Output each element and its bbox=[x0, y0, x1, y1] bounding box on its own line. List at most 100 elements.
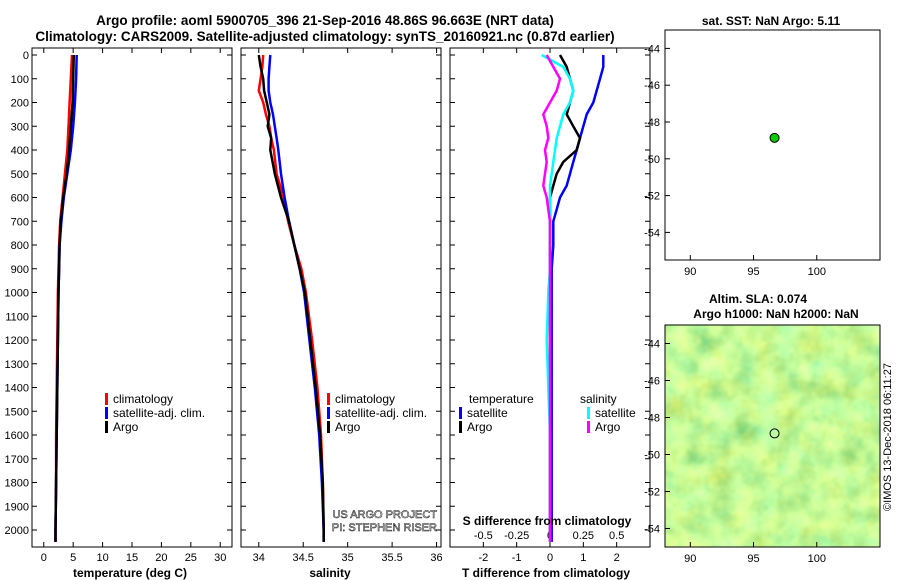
depth-tick-label: 1100 bbox=[5, 311, 29, 323]
sst-lat-label: -44 bbox=[644, 43, 660, 55]
legend-label: climatology bbox=[113, 392, 173, 406]
sla-lon-label: 100 bbox=[808, 553, 826, 565]
temperature-x-tick-label: 30 bbox=[214, 552, 226, 564]
legend-label: Argo bbox=[467, 420, 493, 434]
depth-tick-label: 400 bbox=[11, 145, 29, 157]
difference-series-temperature-argo bbox=[548, 54, 582, 542]
sla-lat-label: -48 bbox=[644, 413, 660, 425]
sla-argo-marker bbox=[769, 428, 780, 439]
sla-lat-label: -50 bbox=[644, 450, 660, 462]
difference-series-salinity-satellite bbox=[541, 53, 575, 542]
salinity-series-satellite-adj-clim- bbox=[267, 54, 325, 542]
legend-swatch-argo bbox=[327, 421, 330, 433]
salinity-x-tick-label: 34 bbox=[253, 552, 265, 564]
temperature-x-tick-label: 15 bbox=[126, 552, 138, 564]
chart-title-line1: Argo profile: aoml 5900705_396 21-Sep-20… bbox=[96, 13, 554, 28]
sst-lon-label: 95 bbox=[747, 266, 759, 278]
difference-s-x-tick-label: 0.5 bbox=[609, 530, 624, 542]
difference-t-x-tick-label: 2 bbox=[614, 552, 620, 564]
legend-label: climatology bbox=[335, 392, 395, 406]
sla-map-frame bbox=[664, 324, 881, 548]
salinity-x-tick-label: 35.5 bbox=[381, 552, 402, 564]
depth-tick-label: 100 bbox=[11, 74, 29, 86]
depth-tick-label: 2000 bbox=[5, 525, 29, 537]
legend-swatch-satellite bbox=[327, 407, 330, 419]
temperature-series-argo bbox=[54, 54, 76, 542]
temperature-panel-frame bbox=[31, 47, 233, 548]
difference-series-temperature-satellite bbox=[550, 55, 605, 542]
sla-lat-label: -54 bbox=[644, 524, 660, 536]
legend-swatch-s-argo bbox=[587, 421, 590, 433]
salinity-x-tick-label: 34.5 bbox=[293, 552, 314, 564]
depth-tick-label: 300 bbox=[11, 121, 29, 133]
depth-tick-label: 1700 bbox=[5, 454, 29, 466]
temperature-x-tick-label: 25 bbox=[185, 552, 197, 564]
difference-t-x-tick-label: 1 bbox=[580, 552, 586, 564]
depth-tick-label: 0 bbox=[23, 50, 29, 62]
difference-xlabel: T difference from climatology bbox=[462, 566, 630, 580]
depth-tick-label: 800 bbox=[11, 240, 29, 252]
salinity-legend: climatology satellite-adj. clim. Argo US… bbox=[327, 392, 438, 534]
depth-tick-label: 1500 bbox=[5, 406, 29, 418]
salinity-x-tick-label: 36 bbox=[430, 552, 442, 564]
depth-tick-label: 900 bbox=[11, 264, 29, 276]
sst-lat-label: -46 bbox=[644, 80, 660, 92]
difference-top-label: S difference from climatology bbox=[463, 514, 632, 528]
depth-tick-label: 1600 bbox=[5, 430, 29, 442]
sla-map-title2: Argo h1000: NaN h2000: NaN bbox=[693, 307, 858, 321]
temperature-x-tick-label: 5 bbox=[70, 552, 76, 564]
difference-t-x-tick-label: 0 bbox=[547, 552, 553, 564]
legend-label: Argo bbox=[595, 420, 621, 434]
temperature-legend: climatology satellite-adj. clim. Argo bbox=[105, 392, 205, 434]
sla-lat-label: -44 bbox=[644, 339, 660, 351]
depth-tick-label: 1400 bbox=[5, 383, 29, 395]
sst-lat-label: -50 bbox=[644, 154, 660, 166]
temperature-x-tick-label: 10 bbox=[96, 552, 108, 564]
depth-tick-label: 1200 bbox=[5, 335, 29, 347]
sst-lon-label: 100 bbox=[808, 266, 826, 278]
sla-map-title1: Altim. SLA: 0.074 bbox=[709, 292, 807, 306]
depth-tick-label: 1800 bbox=[5, 478, 29, 490]
temperature-x-tick-label: 20 bbox=[155, 552, 167, 564]
difference-s-x-tick-label: -0.25 bbox=[504, 530, 529, 542]
sst-lon-label: 90 bbox=[684, 266, 696, 278]
salinity-series-argo bbox=[257, 54, 325, 542]
legend-swatch-climatology bbox=[327, 393, 330, 405]
depth-tick-label: 200 bbox=[11, 98, 29, 110]
sst-lat-label: -52 bbox=[644, 191, 660, 203]
temperature-x-tick-label: 0 bbox=[41, 552, 47, 564]
legend-label: satellite bbox=[467, 406, 508, 420]
legend-swatch-satellite bbox=[105, 407, 108, 419]
sla-lon-label: 95 bbox=[747, 553, 759, 565]
depth-tick-label: 1300 bbox=[5, 359, 29, 371]
legend-label: Argo bbox=[113, 420, 139, 434]
sst-map-title: sat. SST: NaN Argo: 5.11 bbox=[702, 14, 841, 28]
sla-lat-label: -52 bbox=[644, 487, 660, 499]
credit-project: US ARGO PROJECT bbox=[332, 509, 437, 521]
legend-title-salinity: salinity bbox=[580, 392, 617, 406]
sst-lat-label: -54 bbox=[644, 227, 660, 239]
depth-tick-label: 700 bbox=[11, 216, 29, 228]
legend-label: satellite bbox=[595, 406, 636, 420]
difference-legend: temperature salinity satellite Argo sate… bbox=[459, 392, 636, 434]
credit-pi: PI: STEPHEN RISER bbox=[332, 522, 437, 534]
sla-lon-label: 90 bbox=[684, 553, 696, 565]
depth-tick-label: 1000 bbox=[5, 288, 29, 300]
legend-swatch-t-argo bbox=[459, 421, 462, 433]
legend-swatch-t-satellite bbox=[459, 407, 462, 419]
sst-map-frame bbox=[664, 29, 881, 261]
legend-swatch-argo bbox=[105, 421, 108, 433]
legend-swatch-s-satellite bbox=[587, 407, 590, 419]
difference-s-x-tick-label: 0.25 bbox=[573, 530, 594, 542]
temperature-xlabel: temperature (deg C) bbox=[73, 566, 187, 580]
legend-label: satellite-adj. clim. bbox=[335, 406, 427, 420]
chart-title-line2: Climatology: CARS2009. Satellite-adjuste… bbox=[35, 29, 615, 44]
imos-watermark: ©IMOS 13-Dec-2018 06:11:27 bbox=[882, 363, 894, 511]
depth-tick-label: 500 bbox=[11, 169, 29, 181]
legend-label: satellite-adj. clim. bbox=[113, 406, 205, 420]
sst-lat-label: -48 bbox=[644, 117, 660, 129]
sla-lat-label: -46 bbox=[644, 376, 660, 388]
salinity-panel-frame bbox=[240, 47, 442, 548]
legend-label: Argo bbox=[335, 420, 361, 434]
